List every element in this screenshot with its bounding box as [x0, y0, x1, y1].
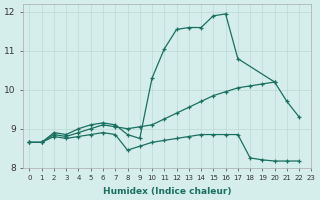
X-axis label: Humidex (Indice chaleur): Humidex (Indice chaleur) [103, 187, 232, 196]
